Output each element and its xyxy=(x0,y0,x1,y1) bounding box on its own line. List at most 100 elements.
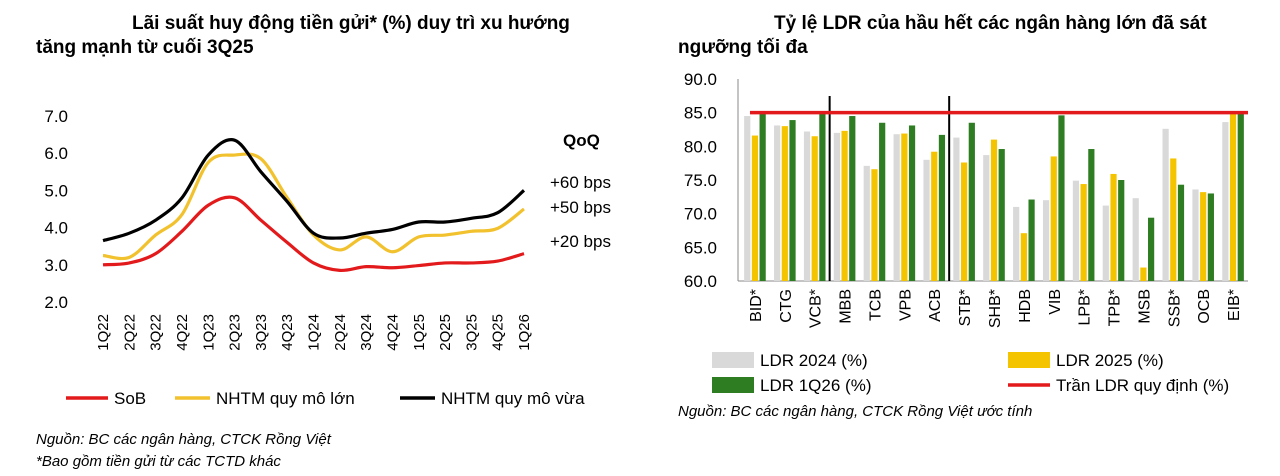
bar-2 xyxy=(908,125,916,282)
bar-1 xyxy=(961,162,968,281)
right-xtick-label: EIB* xyxy=(1226,289,1243,321)
left-ytick-label: 4.0 xyxy=(44,219,68,238)
right-ytick-label: 70.0 xyxy=(684,205,717,224)
right-xtick-label: STB* xyxy=(957,289,974,326)
left-footnote: *Bao gồm tiền gửi từ các TCTD khác xyxy=(36,453,281,470)
left-xtick-label: 3Q25 xyxy=(463,314,480,351)
left-ytick-label: 2.0 xyxy=(44,293,68,312)
bar-0 xyxy=(893,134,900,281)
annotation-plus60: +60 bps xyxy=(550,173,611,192)
bar-1 xyxy=(841,130,848,281)
bar-1 xyxy=(781,126,788,281)
annotation-plus50: +50 bps xyxy=(550,198,611,217)
right-title-line2: ngưỡng tối đa xyxy=(678,37,808,58)
left-xtick-label: 2Q23 xyxy=(227,314,244,351)
left-x-axis: 1Q22 2Q22 3Q22 4Q22 1Q23 2Q23 3Q23 4Q23 1Q24 2Q24… xyxy=(95,314,533,351)
bar-2 xyxy=(1028,199,1035,281)
bar-1 xyxy=(1050,156,1057,281)
bar-2 xyxy=(998,149,1005,281)
right-xtick-label: TCB xyxy=(867,289,884,321)
left-xtick-label: 3Q22 xyxy=(148,314,165,351)
left-ytick-label: 6.0 xyxy=(44,144,68,163)
right-ytick-label: 80.0 xyxy=(684,137,717,156)
bar-0 xyxy=(1132,198,1139,281)
right-y-axis: 60.0 65.0 70.0 75.0 80.0 85.0 90.0 xyxy=(684,70,1248,291)
legend-label-1: NHTM quy mô lớn xyxy=(216,389,355,408)
left-xtick-label: 1Q22 xyxy=(95,314,112,351)
left-xtick-label: 3Q23 xyxy=(253,314,270,351)
right-legend-swatch-1 xyxy=(1008,352,1050,368)
left-xtick-label: 1Q25 xyxy=(411,314,428,351)
left-title-line2: tăng mạnh từ cuối 3Q25 xyxy=(36,37,254,58)
bar-1 xyxy=(1200,192,1207,281)
right-legend: LDR 2024 (%) LDR 2025 (%) LDR 1Q26 (%) Trần… xyxy=(712,351,1229,395)
left-ytick-label: 5.0 xyxy=(44,181,68,200)
bar-0 xyxy=(774,125,781,282)
right-xtick-label: SHB* xyxy=(987,289,1004,328)
right-x-axis: BID* CTG VCB* MBB TCB VPB ACB STB* SHB* HDB VIB LPB… xyxy=(748,289,1243,328)
bar-0 xyxy=(833,132,840,281)
bar-0 xyxy=(1102,205,1109,281)
bar-1 xyxy=(1020,233,1027,281)
bar-1 xyxy=(871,169,878,281)
right-source-note: Nguồn: BC các ngân hàng, CTCK Rồng Việt … xyxy=(678,403,1033,420)
bar-1 xyxy=(990,139,998,281)
right-xtick-label: VPB xyxy=(897,289,914,321)
annotation-plus20: +20 bps xyxy=(550,232,611,251)
right-xtick-label: TPB* xyxy=(1107,289,1124,326)
bar-2 xyxy=(1118,180,1125,281)
left-xtick-label: 1Q24 xyxy=(306,314,323,351)
bar-2 xyxy=(968,122,975,282)
right-ytick-label: 90.0 xyxy=(684,70,717,89)
bar-0 xyxy=(1042,200,1050,281)
bar-1 xyxy=(1080,184,1087,281)
bar-2 xyxy=(1088,149,1095,281)
right-legend-label-2: LDR 1Q26 (%) xyxy=(760,376,871,395)
left-y-axis: 2.0 3.0 4.0 5.0 6.0 7.0 xyxy=(44,107,68,312)
legend-label-2: NHTM quy mô vừa xyxy=(441,389,585,408)
right-ytick-label: 85.0 xyxy=(684,104,717,123)
bar-2 xyxy=(1058,115,1065,281)
bar-2 xyxy=(1207,193,1214,281)
right-legend-label-3: Trần LDR quy định (%) xyxy=(1056,376,1229,395)
qoq-label: QoQ xyxy=(563,131,600,150)
bar-1 xyxy=(751,135,759,281)
bar-1 xyxy=(931,151,938,281)
bar-0 xyxy=(953,137,960,281)
bar-1 xyxy=(1170,158,1177,281)
right-bars xyxy=(744,96,1248,282)
bar-0 xyxy=(1013,206,1020,281)
right-ytick-label: 65.0 xyxy=(684,238,717,257)
bar-2 xyxy=(938,134,946,281)
right-xtick-label: MBB xyxy=(838,289,855,324)
right-chart-title: Tỷ lệ LDR của hầu hết các ngân hàng lớn … xyxy=(678,12,1278,60)
bar-1 xyxy=(1229,113,1237,281)
bar-2 xyxy=(759,112,766,282)
right-title-line1: Tỷ lệ LDR của hầu hết các ngân hàng lớn … xyxy=(774,13,1207,34)
left-xtick-label: 4Q25 xyxy=(490,314,507,351)
bar-0 xyxy=(1072,180,1080,281)
bar-1 xyxy=(811,136,818,281)
bar-2 xyxy=(849,116,856,282)
bar-2 xyxy=(789,120,796,281)
legend-label-0: SoB xyxy=(114,389,146,408)
bar-1 xyxy=(901,133,908,281)
left-xtick-label: 4Q22 xyxy=(174,314,191,351)
left-xtick-label: 1Q23 xyxy=(200,314,217,351)
bar-2 xyxy=(1148,217,1155,281)
bar-0 xyxy=(1162,128,1169,281)
deposit-rate-line-chart: 2.0 3.0 4.0 5.0 6.0 7.0 1Q22 2Q22 3Q22 4Q22 1Q23 2… xyxy=(44,107,611,408)
bar-2 xyxy=(1237,112,1244,282)
right-ytick-label: 60.0 xyxy=(684,272,717,291)
left-source-note: Nguồn: BC các ngân hàng, CTCK Rồng Việt xyxy=(36,431,331,448)
series-line-2 xyxy=(102,138,526,243)
right-xtick-label: VIB xyxy=(1047,289,1064,315)
right-legend-label-1: LDR 2025 (%) xyxy=(1056,351,1164,370)
left-xtick-label: 1Q26 xyxy=(516,314,533,351)
bar-0 xyxy=(923,159,930,281)
left-ytick-label: 7.0 xyxy=(44,107,68,126)
right-xtick-label: SSB* xyxy=(1166,289,1183,327)
left-ytick-label: 3.0 xyxy=(44,256,68,275)
series-line-0 xyxy=(102,195,525,273)
bar-0 xyxy=(983,155,990,281)
